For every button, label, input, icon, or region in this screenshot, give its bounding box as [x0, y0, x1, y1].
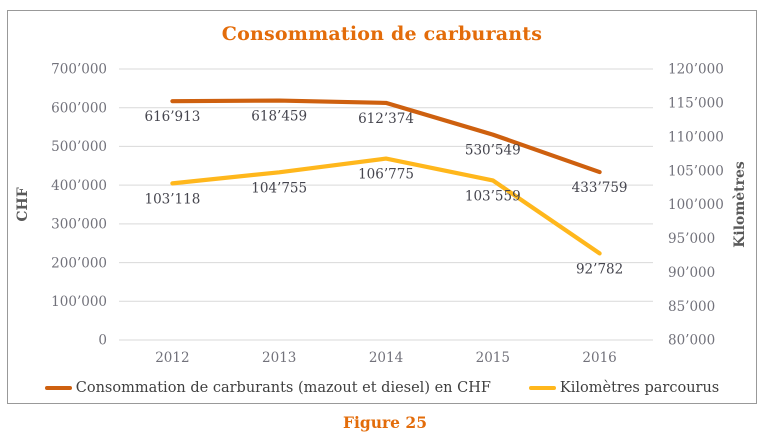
right-axis-tick-label: 85’000 [668, 299, 715, 315]
left-axis-tick-label: 400’000 [51, 178, 107, 194]
right-axis-tick-label: 100’000 [668, 197, 724, 213]
x-axis-tick-label: 2014 [369, 350, 403, 366]
right-axis-tick-label: 90’000 [668, 265, 715, 281]
data-label: 104’755 [251, 180, 307, 196]
data-label: 618’459 [251, 109, 307, 125]
legend-item-km: Kilomètres parcourus [528, 380, 720, 396]
left-axis-tick-label: 600’000 [51, 100, 107, 116]
right-axis-tick-label: 110’000 [668, 129, 724, 145]
chart-plot: 0 100’000 200’000 300’000 400’000 500’000 600’… [15, 62, 748, 366]
x-axis-tick-label: 2013 [262, 350, 296, 366]
data-label: 612’374 [358, 111, 414, 127]
data-label: 530’549 [465, 143, 521, 159]
chart-container: Consommation de carburants 0 100’000 200’0… [7, 10, 757, 404]
right-axis-tick-label: 115’000 [668, 96, 724, 112]
data-label: 106’775 [358, 167, 414, 183]
left-axis-tick-label: 500’000 [51, 139, 107, 155]
right-axis-title: Kilomètres [732, 161, 748, 248]
data-label: 103’559 [465, 188, 521, 204]
data-label: 92’782 [576, 261, 623, 277]
figure-caption: Figure 25 [343, 413, 427, 432]
data-label: 433’759 [572, 180, 628, 196]
x-axis-tick-label: 2015 [476, 350, 510, 366]
right-axis-tick-label: 95’000 [668, 231, 715, 247]
legend-label-km: Kilomètres parcourus [559, 380, 720, 396]
right-axis-tick-label: 105’000 [668, 163, 724, 179]
km-series-marker-icon [528, 385, 556, 391]
left-axis-tick-label: 200’000 [51, 255, 107, 271]
x-axis-tick-label: 2016 [582, 350, 616, 366]
data-label: 616’913 [144, 109, 200, 125]
x-axis-tick-label: 2012 [155, 350, 189, 366]
left-axis-tick-label: 300’000 [51, 217, 107, 233]
chart-legend: Consommation de carburants (mazout et di… [8, 380, 756, 396]
right-axis-tick-label: 80’000 [668, 333, 715, 349]
chf-series-marker-icon [44, 385, 72, 391]
right-axis-tick-label: 120’000 [668, 62, 724, 78]
left-axis-tick-label: 700’000 [51, 62, 107, 78]
series-line-chf [170, 98, 602, 175]
legend-label-chf: Consommation de carburants (mazout et di… [75, 380, 491, 396]
data-label: 103’118 [144, 191, 200, 207]
left-axis-tick-label: 0 [98, 333, 107, 349]
chart-title: Consommation de carburants [221, 23, 543, 45]
left-axis-tick-label: 100’000 [51, 294, 107, 310]
series-line-km [170, 156, 602, 256]
left-axis-title: CHF [15, 187, 31, 221]
legend-item-chf: Consommation de carburants (mazout et di… [44, 380, 491, 396]
